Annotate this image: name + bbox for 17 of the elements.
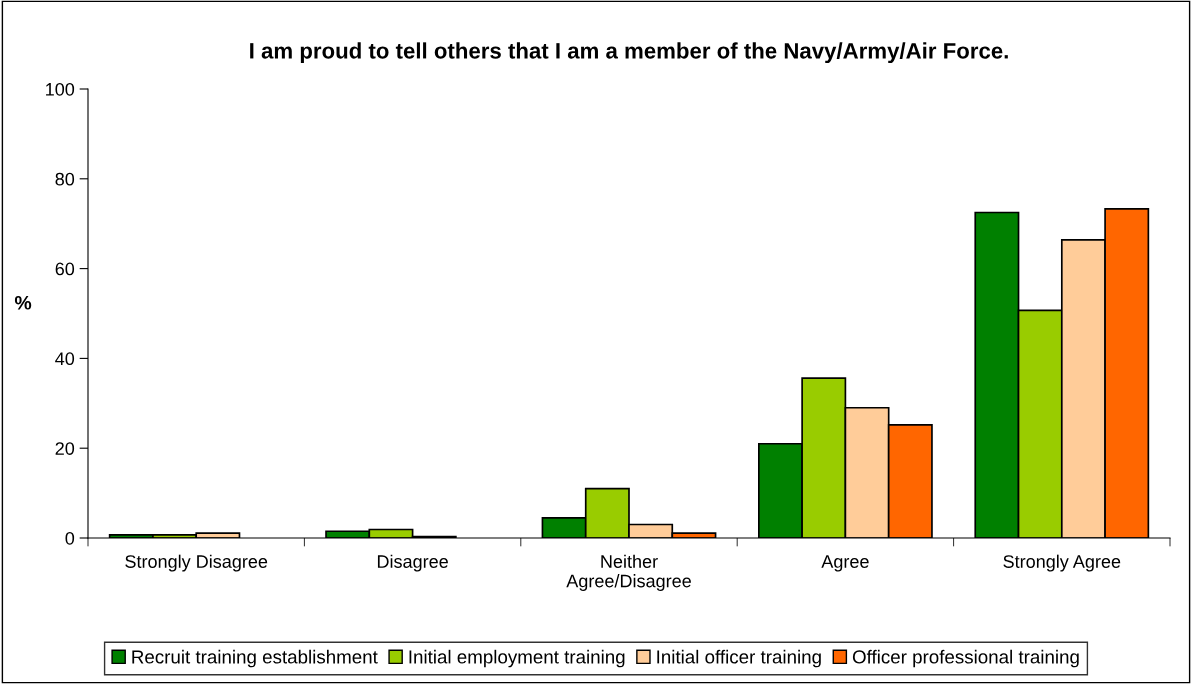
y-tick-label: 60 [55, 262, 75, 276]
x-tick-label: Disagree [377, 554, 448, 572]
legend-label: Recruit training establishment [132, 649, 378, 668]
y-tick-label: 40 [55, 352, 75, 366]
x-tick-label: Agree [821, 555, 869, 572]
x-tick-label: Strongly Agree [1003, 554, 1121, 572]
x-tick-label: Neither Agree/Disagree [566, 554, 691, 591]
y-tick-label: 100 [46, 82, 75, 96]
y-axis-title: % [14, 295, 32, 310]
legend-label: Officer professional training [852, 649, 1079, 668]
x-tick-label: Strongly Disagree [125, 554, 268, 572]
y-tick-label: 20 [55, 442, 75, 455]
legend-label: Initial employment training [409, 649, 625, 668]
legend-label: Initial officer training [657, 649, 821, 668]
chart-title: I am proud to tell others that I am a member of the Navy/Army/Air Force. [250, 42, 1008, 64]
y-tick-label: 0 [65, 531, 75, 545]
y-tick-label: 80 [55, 172, 75, 186]
